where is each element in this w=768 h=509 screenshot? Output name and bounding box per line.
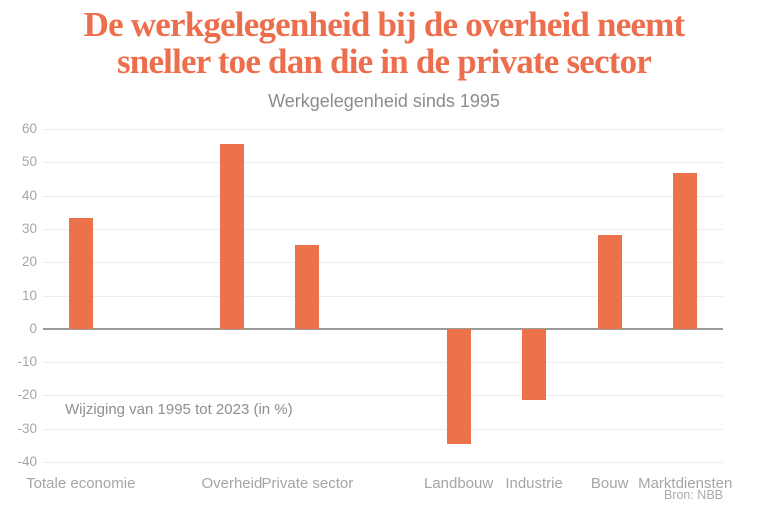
page-title: De werkgelegenheid bij de overheid neemt… bbox=[0, 6, 768, 80]
y-tick-label-20: 20 bbox=[21, 254, 37, 270]
chart-subtitle: Werkgelegenheid sinds 1995 bbox=[268, 91, 500, 111]
gridline--10 bbox=[43, 362, 723, 364]
x-axis-label-overheid: Overheid bbox=[201, 475, 263, 492]
zero-axis-line bbox=[43, 327, 723, 330]
gridline--40 bbox=[43, 462, 723, 463]
page-title-line-2: sneller toe dan die in de private sector bbox=[116, 42, 652, 81]
gridline-30 bbox=[43, 228, 723, 230]
y-tick-label--30: -30 bbox=[17, 420, 37, 436]
bar-landbouw bbox=[446, 328, 471, 444]
bar-totale-economie bbox=[68, 217, 93, 329]
y-tick-label--40: -40 bbox=[17, 454, 37, 469]
page-title-line-1: De werkgelegenheid bij de overheid neemt bbox=[83, 5, 686, 44]
y-tick-label-0: 0 bbox=[29, 320, 37, 336]
x-axis-label-private-sector: Private sector bbox=[261, 475, 354, 492]
bar-marktdiensten bbox=[673, 172, 698, 329]
gridline-50 bbox=[43, 162, 723, 164]
y-tick-label-60: 60 bbox=[21, 121, 37, 136]
gridline-10 bbox=[43, 295, 723, 297]
bar-overheid bbox=[219, 144, 244, 329]
x-axis-label-totale-economie: Totale economie bbox=[26, 475, 136, 492]
bar-bouw bbox=[597, 234, 622, 329]
x-axis-label-bouw: Bouw bbox=[590, 475, 629, 492]
gridline-60 bbox=[43, 129, 723, 130]
y-tick-label--10: -10 bbox=[17, 354, 37, 370]
source-credit: Bron: NBB bbox=[663, 488, 723, 502]
gridline-40 bbox=[43, 195, 723, 197]
x-axis-label-landbouw: Landbouw bbox=[423, 475, 494, 492]
gridline--30 bbox=[43, 428, 723, 430]
y-tick-label--20: -20 bbox=[17, 387, 37, 403]
y-tick-label-50: 50 bbox=[21, 154, 37, 170]
x-axis-label-marktdiensten: Marktdiensten bbox=[638, 475, 733, 492]
gridline-20 bbox=[43, 262, 723, 264]
y-tick-label-10: 10 bbox=[21, 287, 37, 303]
chart-annotation: Wijziging van 1995 tot 2023 (in %) bbox=[65, 401, 293, 418]
gridline--20 bbox=[43, 395, 723, 397]
x-axis-label-industrie: Industrie bbox=[505, 475, 563, 492]
bar-private-sector bbox=[295, 244, 320, 329]
bar-industrie bbox=[522, 328, 547, 401]
y-tick-label-30: 30 bbox=[21, 220, 37, 236]
y-tick-label-40: 40 bbox=[21, 187, 37, 203]
